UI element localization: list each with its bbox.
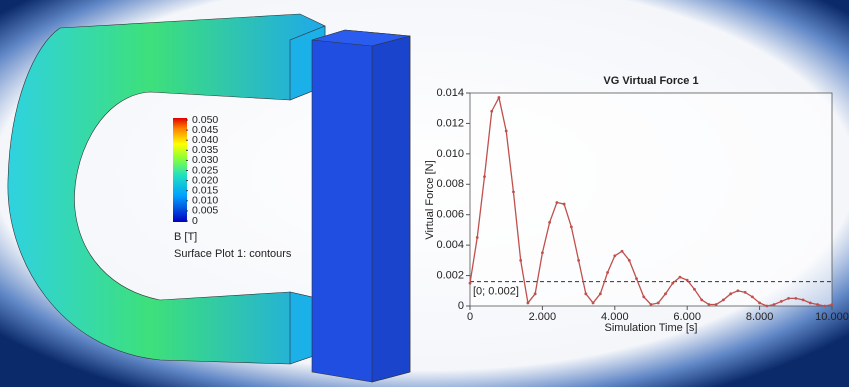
data-point	[598, 292, 602, 296]
color-unit: B [T]	[174, 231, 197, 243]
data-point	[497, 96, 501, 99]
data-point	[801, 298, 805, 302]
data-point	[823, 304, 827, 308]
y-tick-label: 0.010	[436, 148, 464, 160]
data-point	[613, 254, 617, 258]
color-tick-label: 0.035	[192, 144, 218, 156]
data-point	[577, 258, 580, 262]
color-tick-label: 0.040	[192, 134, 218, 146]
x-tick-label: 6.000	[673, 311, 701, 323]
data-point	[468, 281, 472, 285]
data-point	[504, 129, 508, 133]
chart-title: VG Virtual Force 1	[603, 75, 698, 87]
data-point	[736, 289, 740, 293]
data-point	[808, 301, 812, 305]
data-point	[758, 301, 761, 305]
data-point	[678, 275, 682, 279]
data-point	[555, 201, 559, 204]
data-point	[787, 296, 790, 300]
magnet-model	[7, 13, 411, 383]
x-tick-label: 10.000	[815, 311, 849, 323]
data-point	[722, 298, 725, 302]
y-tick-label: 0.012	[436, 117, 464, 129]
x-tick-label: 0	[467, 311, 473, 323]
data-point	[533, 292, 537, 296]
data-point	[649, 303, 653, 306]
data-point	[765, 304, 769, 308]
data-point	[779, 300, 783, 303]
data-point	[635, 277, 638, 281]
data-point	[693, 287, 696, 291]
data-point	[714, 303, 718, 306]
y-axis-label: Virtual Force [N]	[424, 160, 436, 239]
y-tick-label: 0.008	[436, 178, 464, 190]
y-tick-label: 0.002	[436, 269, 464, 281]
data-point	[483, 175, 486, 179]
data-point	[591, 301, 595, 305]
x-tick-label: 4.000	[601, 311, 629, 323]
data-point	[512, 190, 515, 194]
data-point	[541, 251, 544, 255]
color-tick-label: 0.020	[192, 174, 218, 186]
reference-label: [0; 0.002]	[473, 286, 519, 298]
color-tick-label: 0.025	[192, 164, 218, 176]
color-tick-label: 0.045	[192, 124, 218, 136]
data-point	[794, 296, 798, 300]
data-point	[490, 109, 494, 113]
x-axis-label: Simulation Time [s]	[605, 322, 698, 334]
data-point	[606, 271, 609, 274]
data-point	[627, 258, 631, 262]
y-tick-label: 0.014	[436, 87, 464, 99]
data-point	[548, 220, 552, 224]
color-tick-label: 0.010	[192, 195, 218, 207]
color-tick-label: 0.015	[192, 184, 218, 196]
data-point	[700, 298, 704, 302]
plot-area	[469, 92, 833, 307]
data-point	[569, 225, 573, 229]
data-point	[729, 292, 733, 296]
data-point	[750, 295, 754, 299]
y-tick-label: 0.006	[436, 209, 464, 221]
y-tick-label: 0	[458, 300, 464, 312]
data-point	[584, 292, 588, 296]
x-tick-label: 8.000	[746, 311, 774, 323]
data-point	[772, 303, 776, 306]
color-caption: Surface Plot 1: contours	[174, 248, 292, 260]
color-bar	[173, 118, 187, 222]
data-point	[664, 292, 667, 296]
data-point	[526, 301, 530, 305]
data-point	[642, 295, 646, 299]
data-point	[743, 290, 747, 294]
data-point	[830, 303, 834, 306]
color-tick-label: 0	[192, 215, 198, 227]
y-tick-label: 0.004	[436, 239, 464, 251]
color-tick-label: 0.030	[192, 154, 218, 166]
data-point	[685, 278, 689, 282]
data-point	[671, 281, 675, 285]
color-tick-label: 0.005	[192, 205, 218, 217]
data-point	[562, 202, 566, 206]
data-point	[707, 303, 711, 306]
data-point	[816, 303, 819, 306]
data-point	[519, 258, 523, 262]
color-tick-label: 0.050	[192, 114, 218, 126]
data-point	[475, 236, 479, 239]
x-tick-label: 2.000	[529, 311, 557, 323]
data-point	[620, 249, 624, 253]
data-point	[656, 301, 660, 305]
